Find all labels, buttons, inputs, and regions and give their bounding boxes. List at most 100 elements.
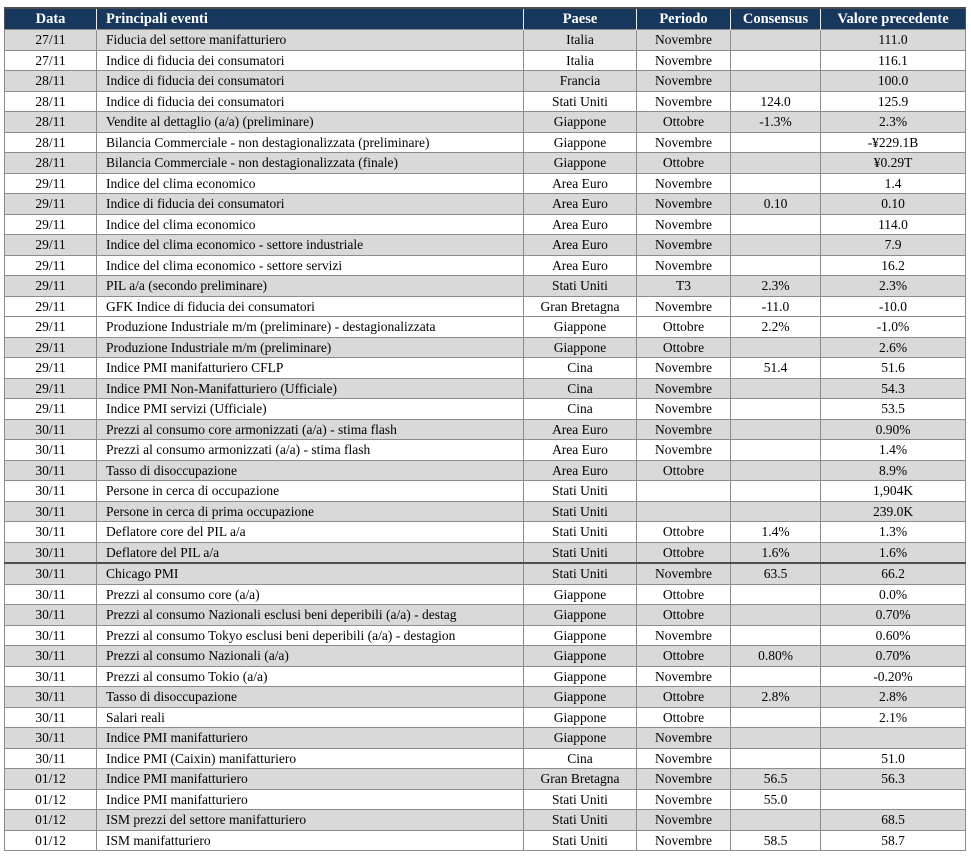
cell-valore: 0.70% xyxy=(820,645,966,667)
cell-paese: Giappone xyxy=(523,665,637,687)
cell-evento: GFK Indice di fiducia dei consumatori xyxy=(96,295,524,317)
cell-consensus: 56.5 xyxy=(730,768,821,790)
cell-valore: -0.20% xyxy=(820,665,966,687)
column-header-paese: Paese xyxy=(523,8,637,30)
cell-evento: Persone in cerca di prima occupazione xyxy=(96,500,524,522)
cell-data: 30/11 xyxy=(4,665,97,687)
cell-data: 30/11 xyxy=(4,562,97,585)
cell-periodo: Ottobre xyxy=(636,459,731,481)
cell-data: 28/11 xyxy=(4,90,97,112)
cell-periodo: Novembre xyxy=(636,809,731,831)
cell-evento: Deflatore core del PIL a/a xyxy=(96,521,524,543)
cell-data: 30/11 xyxy=(4,624,97,646)
cell-consensus xyxy=(730,49,821,71)
economic-calendar: Data Principali eventi Paese Periodo Con… xyxy=(4,7,966,851)
table-row: 27/11 Indice di fiducia dei consumatori It… xyxy=(4,49,966,71)
cell-consensus: 1.4% xyxy=(730,521,821,543)
table-row: 29/11 Indice PMI Non-Manifatturiero (Uffi… xyxy=(4,377,966,399)
cell-consensus xyxy=(730,254,821,276)
cell-consensus: 51.4 xyxy=(730,357,821,379)
cell-valore xyxy=(820,727,966,749)
cell-data: 29/11 xyxy=(4,172,97,194)
table-row: 28/11 Vendite al dettaglio (a/a) (prelimi… xyxy=(4,111,966,133)
event-table-body: 27/11 Fiducia del settore manifatturiero I… xyxy=(4,29,966,851)
cell-consensus xyxy=(730,624,821,646)
cell-consensus xyxy=(730,418,821,440)
cell-periodo xyxy=(636,500,731,522)
cell-evento: Indice di fiducia dei consumatori xyxy=(96,70,524,92)
cell-consensus xyxy=(730,604,821,626)
cell-evento: Prezzi al consumo core armonizzati (a/a)… xyxy=(96,418,524,440)
cell-evento: ISM manifatturiero xyxy=(96,829,524,851)
table-row: 29/11 Indice del clima economico - settor… xyxy=(4,234,966,256)
cell-paese: Italia xyxy=(523,49,637,71)
cell-paese: Area Euro xyxy=(523,254,637,276)
cell-paese: Stati Uniti xyxy=(523,809,637,831)
cell-consensus: 2.2% xyxy=(730,316,821,338)
cell-data: 01/12 xyxy=(4,788,97,810)
table-row: 29/11 Indice del clima economico Area Euro… xyxy=(4,213,966,235)
cell-evento: Prezzi al consumo Tokyo esclusi beni dep… xyxy=(96,624,524,646)
cell-data: 29/11 xyxy=(4,295,97,317)
cell-valore: 56.3 xyxy=(820,768,966,790)
table-row: 28/11 Bilancia Commerciale - non destagio… xyxy=(4,152,966,174)
cell-valore: 0.10 xyxy=(820,193,966,215)
cell-paese: Giappone xyxy=(523,706,637,728)
cell-periodo: Ottobre xyxy=(636,111,731,133)
cell-consensus xyxy=(730,234,821,256)
cell-periodo: Ottobre xyxy=(636,152,731,174)
cell-periodo: Ottobre xyxy=(636,541,731,564)
cell-paese: Area Euro xyxy=(523,213,637,235)
cell-consensus xyxy=(730,727,821,749)
table-row: 29/11 Produzione Industriale m/m (prelimi… xyxy=(4,316,966,338)
cell-valore: ¥0.29T xyxy=(820,152,966,174)
cell-evento: Indice di fiducia dei consumatori xyxy=(96,90,524,112)
cell-evento: Produzione Industriale m/m (preliminare) xyxy=(96,336,524,358)
cell-paese: Gran Bretagna xyxy=(523,295,637,317)
cell-valore: 68.5 xyxy=(820,809,966,831)
cell-consensus: 0.10 xyxy=(730,193,821,215)
cell-consensus xyxy=(730,500,821,522)
cell-data: 30/11 xyxy=(4,727,97,749)
cell-consensus: -1.3% xyxy=(730,111,821,133)
table-row: 30/11 Prezzi al consumo core armonizzati … xyxy=(4,418,966,440)
cell-data: 30/11 xyxy=(4,706,97,728)
cell-valore: 2.6% xyxy=(820,336,966,358)
cell-paese: Cina xyxy=(523,357,637,379)
cell-valore: 8.9% xyxy=(820,459,966,481)
column-header-eventi: Principali eventi xyxy=(96,8,524,30)
cell-data: 29/11 xyxy=(4,336,97,358)
cell-periodo: Novembre xyxy=(636,829,731,851)
cell-consensus xyxy=(730,377,821,399)
table-row: 27/11 Fiducia del settore manifatturiero I… xyxy=(4,29,966,51)
cell-data: 01/12 xyxy=(4,829,97,851)
cell-data: 30/11 xyxy=(4,604,97,626)
cell-evento: Chicago PMI xyxy=(96,562,524,585)
cell-periodo: Novembre xyxy=(636,439,731,461)
cell-evento: Produzione Industriale m/m (preliminare)… xyxy=(96,316,524,338)
cell-consensus xyxy=(730,747,821,769)
table-row: 29/11 Indice PMI manifatturiero CFLP Cina N… xyxy=(4,357,966,379)
table-row: 29/11 Indice del clima economico - settor… xyxy=(4,254,966,276)
cell-consensus xyxy=(730,809,821,831)
cell-data: 30/11 xyxy=(4,418,97,440)
cell-consensus xyxy=(730,70,821,92)
cell-evento: Prezzi al consumo core (a/a) xyxy=(96,583,524,605)
cell-consensus xyxy=(730,152,821,174)
cell-paese: Cina xyxy=(523,747,637,769)
cell-evento: Indice del clima economico - settore ind… xyxy=(96,234,524,256)
cell-consensus xyxy=(730,29,821,51)
table-row: 30/11 Indice PMI manifatturiero Giappone No… xyxy=(4,727,966,749)
table-row: 30/11 Prezzi al consumo armonizzati (a/a)… xyxy=(4,439,966,461)
cell-data: 28/11 xyxy=(4,70,97,92)
cell-valore: 0.60% xyxy=(820,624,966,646)
cell-valore: 0.90% xyxy=(820,418,966,440)
cell-data: 01/12 xyxy=(4,809,97,831)
cell-data: 29/11 xyxy=(4,193,97,215)
cell-valore: -¥229.1B xyxy=(820,131,966,153)
cell-consensus xyxy=(730,131,821,153)
cell-consensus xyxy=(730,213,821,235)
table-row: 30/11 Deflatore core del PIL a/a Stati Uni… xyxy=(4,521,966,543)
table-row: 29/11 Indice del clima economico Area Euro… xyxy=(4,172,966,194)
cell-valore: 0.70% xyxy=(820,604,966,626)
